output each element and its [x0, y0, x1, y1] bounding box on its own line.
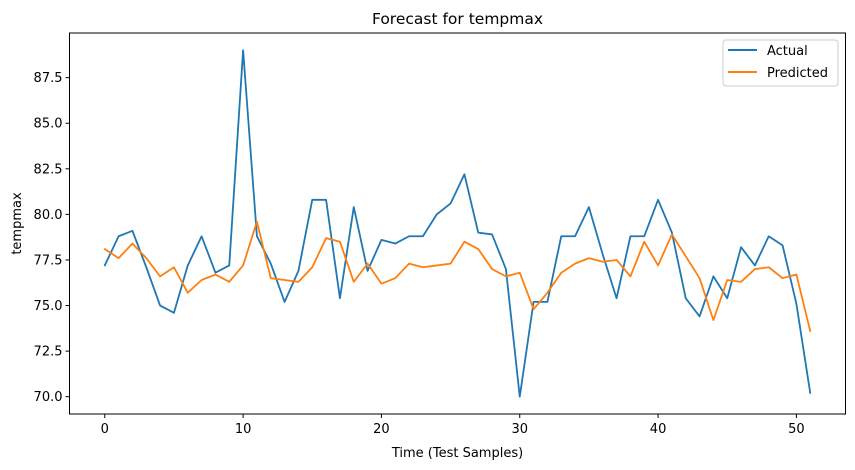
- legend-label-actual: Actual: [767, 44, 808, 59]
- plot-series: [103, 49, 812, 398]
- y-axis: 70.0 72.5 75.0 77.5 80.0 82.5 85.0 87.5: [34, 71, 70, 405]
- chart-title: Forecast for tempmax: [372, 10, 543, 28]
- y-tick-label: 70.0: [34, 390, 63, 405]
- legend-box: [722, 39, 839, 87]
- x-tick-label: 0: [101, 422, 109, 437]
- x-axis-label: Time (Test Samples): [391, 446, 523, 461]
- x-axis: 0 10 20 30 40 50: [101, 414, 805, 437]
- y-tick-label: 77.5: [34, 253, 63, 268]
- x-tick-label: 40: [650, 422, 667, 437]
- y-tick-label: 87.5: [34, 71, 63, 86]
- series-line-predicted: [103, 220, 812, 332]
- y-tick-label: 80.0: [34, 208, 63, 223]
- y-tick-label: 82.5: [34, 162, 63, 177]
- plot-frame: [69, 32, 846, 415]
- legend-label-predicted: Predicted: [767, 66, 828, 81]
- y-axis-label: tempmax: [10, 192, 25, 255]
- x-tick-label: 20: [373, 422, 390, 437]
- x-tick-label: 50: [788, 422, 805, 437]
- y-tick-label: 75.0: [34, 299, 63, 314]
- y-tick-label: 72.5: [34, 345, 63, 360]
- x-tick-label: 10: [235, 422, 252, 437]
- x-tick-label: 30: [511, 422, 528, 437]
- series-line-actual: [103, 49, 812, 398]
- legend: Actual Predicted: [722, 39, 839, 87]
- y-tick-label: 85.0: [34, 117, 63, 132]
